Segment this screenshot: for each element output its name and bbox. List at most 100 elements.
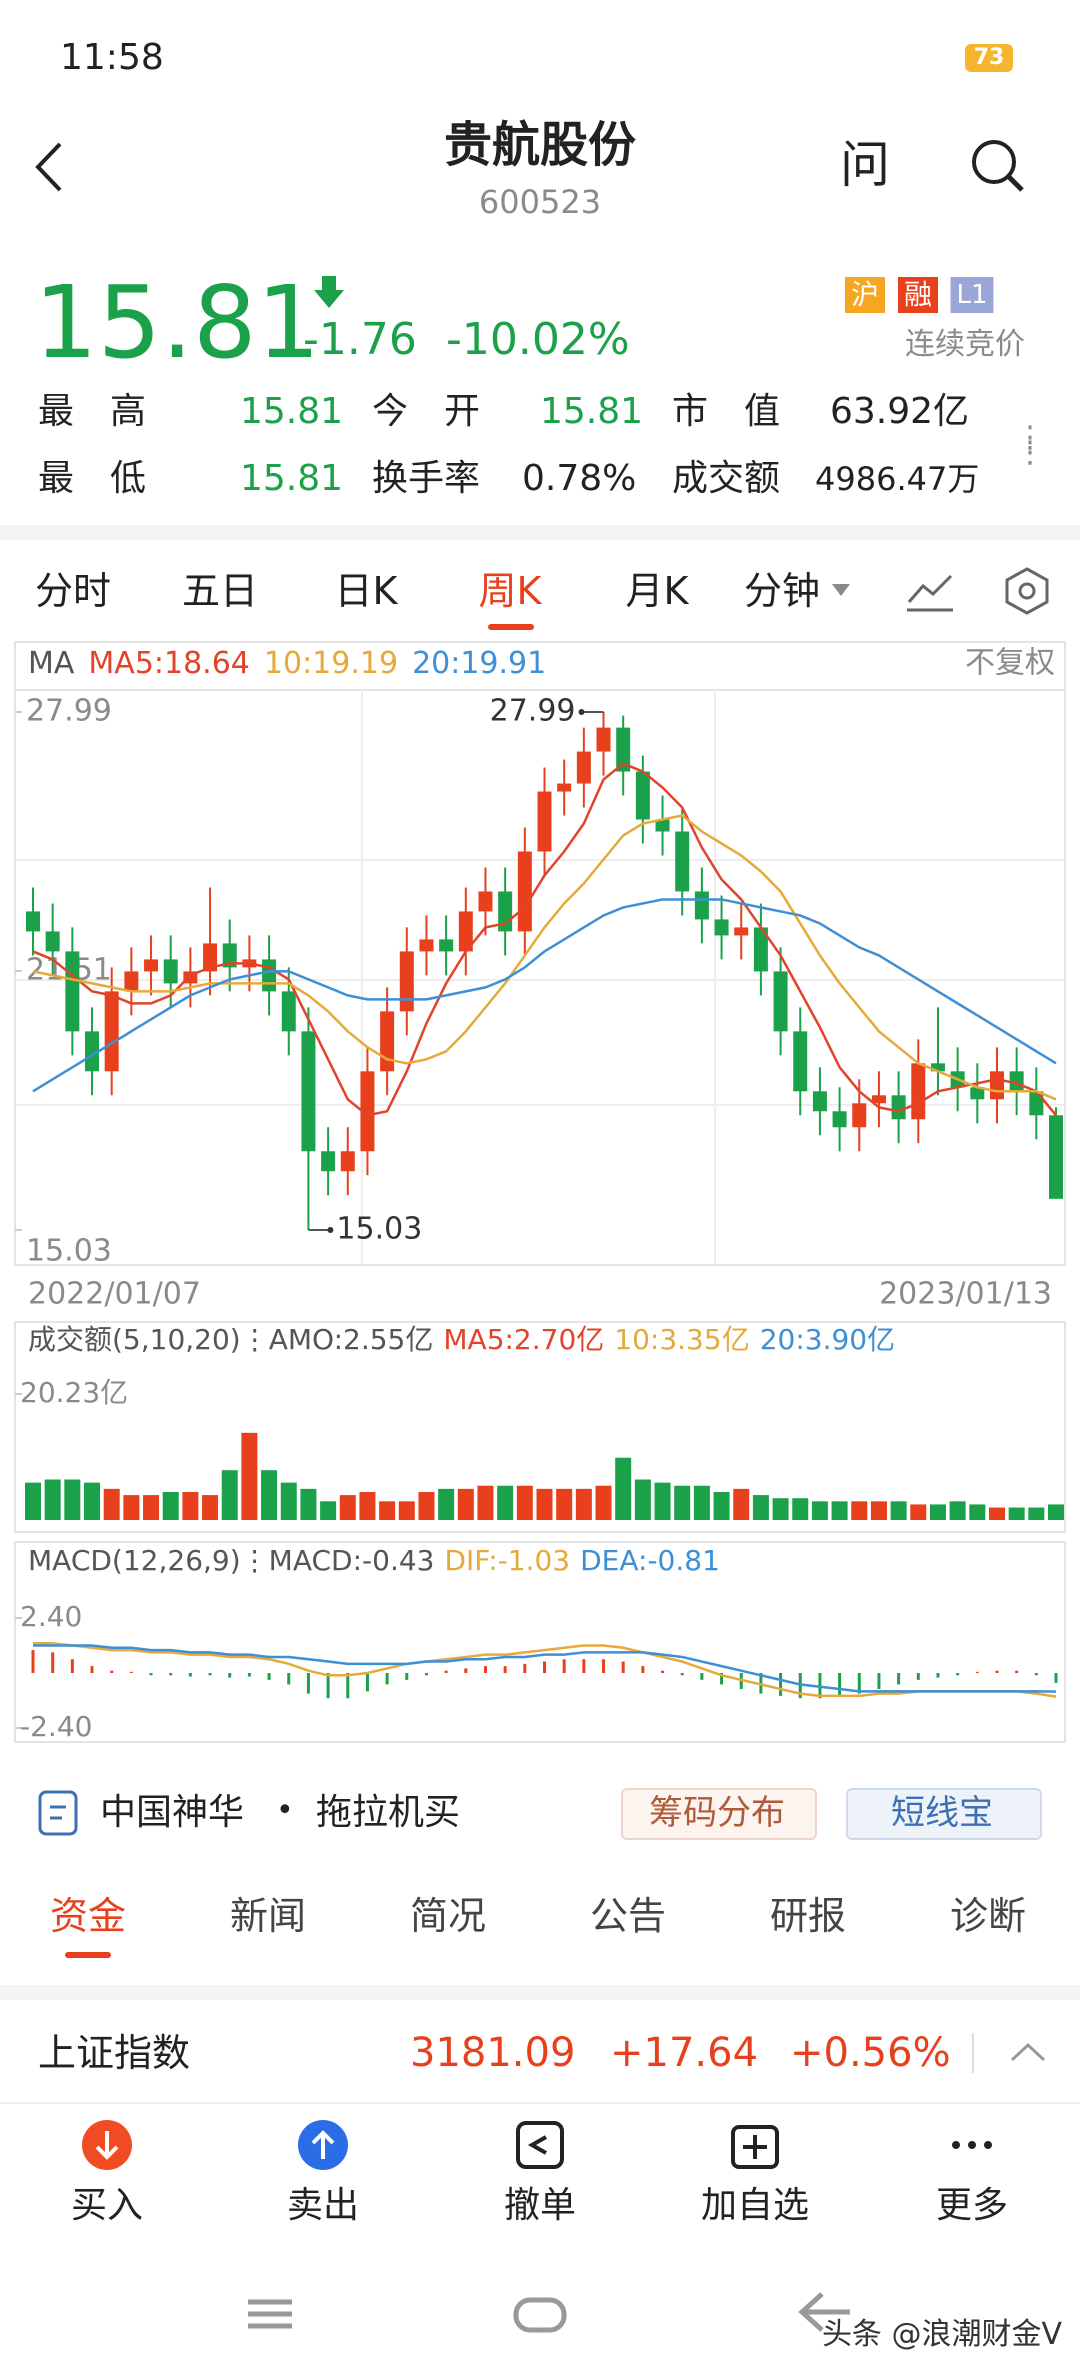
- stat-label: 最 高: [38, 391, 147, 432]
- toolbar-label[interactable]: 卖出: [286, 2185, 360, 2226]
- volume-bar: [772, 1498, 789, 1520]
- tab[interactable]: 资金: [49, 1894, 127, 1938]
- stat-value: 0.78%: [522, 458, 637, 499]
- tab[interactable]: 月K: [625, 569, 689, 613]
- tab[interactable]: 诊断: [949, 1894, 1027, 1938]
- stock-code: 600523: [478, 183, 602, 221]
- concept[interactable]: 中国神华: [100, 1792, 245, 1833]
- tab[interactable]: 日K: [334, 569, 398, 613]
- tab[interactable]: 研报: [769, 1894, 847, 1938]
- volume-bar: [693, 1485, 710, 1520]
- volume-bar: [202, 1495, 219, 1520]
- stat-value: 15.81: [240, 458, 344, 499]
- volume-bar: [182, 1491, 199, 1520]
- volume-bar: [575, 1488, 592, 1520]
- candle-body: [222, 943, 237, 968]
- tab[interactable]: 五日: [181, 569, 259, 613]
- ask-button[interactable]: 问: [840, 136, 890, 194]
- settings[interactable]: [1002, 566, 1052, 616]
- volume-bar: [339, 1495, 356, 1520]
- index-value: 3181.09: [410, 2030, 576, 2076]
- candle-body: [714, 919, 729, 936]
- volume-bar: [1028, 1507, 1045, 1520]
- legend-item: DEA:-0.81: [580, 1544, 720, 1577]
- button-label[interactable]: 筹码分布: [649, 1793, 785, 1833]
- volume-legend: 成交额(5,10,20)⋮AMO:2.55亿 MA5:2.70亿 10:3.35亿 2…: [28, 1323, 895, 1356]
- tab[interactable]: 新闻: [229, 1894, 307, 1938]
- legend-item: DIF:-1.03: [444, 1544, 570, 1577]
- tab[interactable]: 公告: [589, 1894, 667, 1938]
- volume-bar: [320, 1501, 337, 1520]
- more-icon[interactable]: [984, 2141, 992, 2149]
- price-change: -1.76: [303, 314, 417, 365]
- annotation-label: 15.03: [336, 1212, 422, 1247]
- stat-value: 63.92亿: [830, 391, 970, 432]
- cancel-icon[interactable]: [516, 2121, 564, 2169]
- legend-item: ⋮AMO:2.55亿: [241, 1323, 434, 1356]
- legend-item: ⋮MACD:-0.43: [241, 1544, 435, 1577]
- legend-item: 成交额(5,10,20): [28, 1323, 241, 1356]
- button-label[interactable]: 短线宝: [891, 1793, 993, 1833]
- back-button[interactable]: [30, 140, 70, 194]
- macd-line: [33, 1644, 1057, 1693]
- legend-item: 20:3.90亿: [760, 1323, 895, 1356]
- candle-body: [281, 991, 296, 1032]
- toolbar-label[interactable]: 更多: [935, 2185, 1009, 2226]
- volume-bar: [831, 1501, 848, 1520]
- add-icon[interactable]: [731, 2125, 779, 2169]
- candle-body: [85, 1031, 100, 1072]
- toolbar-label[interactable]: 加自选: [700, 2185, 810, 2226]
- search-button[interactable]: [968, 136, 1028, 196]
- volume-bar: [516, 1485, 533, 1520]
- stat-label: 今 开: [372, 391, 481, 432]
- volume-bar: [162, 1491, 179, 1520]
- candle-body: [989, 1071, 1004, 1100]
- collapse[interactable]: [1008, 2040, 1048, 2064]
- index-name: 上证指数: [38, 2031, 191, 2075]
- button[interactable]: [846, 1788, 1042, 1840]
- candle-body: [163, 959, 178, 984]
- candle-body: [773, 971, 788, 1032]
- volume-bar: [103, 1488, 120, 1520]
- tab[interactable]: 周K: [478, 569, 542, 613]
- volume-bar: [910, 1504, 927, 1520]
- note-icon: [38, 1790, 78, 1836]
- volume-bar: [615, 1457, 632, 1520]
- y-tick-label: 27.99: [26, 694, 112, 729]
- tab-indicator: [65, 1952, 111, 1958]
- legend-item: MACD(12,26,9): [28, 1544, 241, 1577]
- volume-bar: [792, 1498, 809, 1520]
- stock-name: 贵航股份: [443, 117, 637, 173]
- ma-line: [32, 898, 1057, 1093]
- candle-body: [675, 831, 690, 892]
- candle-body: [930, 1063, 945, 1072]
- tab-indicator: [488, 624, 534, 630]
- tab[interactable]: 分时: [34, 569, 112, 613]
- tab[interactable]: 简况: [409, 1894, 487, 1938]
- volume-bar: [870, 1501, 887, 1520]
- tab[interactable]: 分钟: [743, 569, 821, 613]
- ma-legend: MA MA5:18.64 10:19.19 20:19.91: [28, 646, 546, 681]
- volume-bar: [851, 1501, 868, 1520]
- candle-body: [45, 931, 60, 952]
- candle-body: [871, 1095, 886, 1104]
- volume-bar: [674, 1485, 691, 1520]
- y-tick-label: 20.23亿: [20, 1376, 128, 1409]
- y-tick-label: -2.40: [20, 1710, 92, 1743]
- volume-bar: [536, 1488, 553, 1520]
- draw-tool[interactable]: [905, 566, 955, 616]
- button[interactable]: [621, 1788, 817, 1840]
- volume-bar: [929, 1504, 946, 1520]
- candle-body: [380, 1011, 395, 1072]
- toolbar-label[interactable]: 买入: [70, 2185, 144, 2226]
- macd-line: [33, 1641, 1057, 1698]
- divider: [0, 525, 1080, 540]
- toolbar-label[interactable]: 撤单: [503, 2185, 577, 2226]
- concept[interactable]: 拖拉机买: [316, 1792, 461, 1833]
- volume-bar: [64, 1479, 81, 1520]
- badge: 沪: [844, 277, 886, 313]
- separator: [972, 2033, 974, 2073]
- stat-value: 15.81: [540, 391, 644, 432]
- battery-level: 73: [973, 45, 1005, 70]
- stat-value: 15.81: [240, 391, 344, 432]
